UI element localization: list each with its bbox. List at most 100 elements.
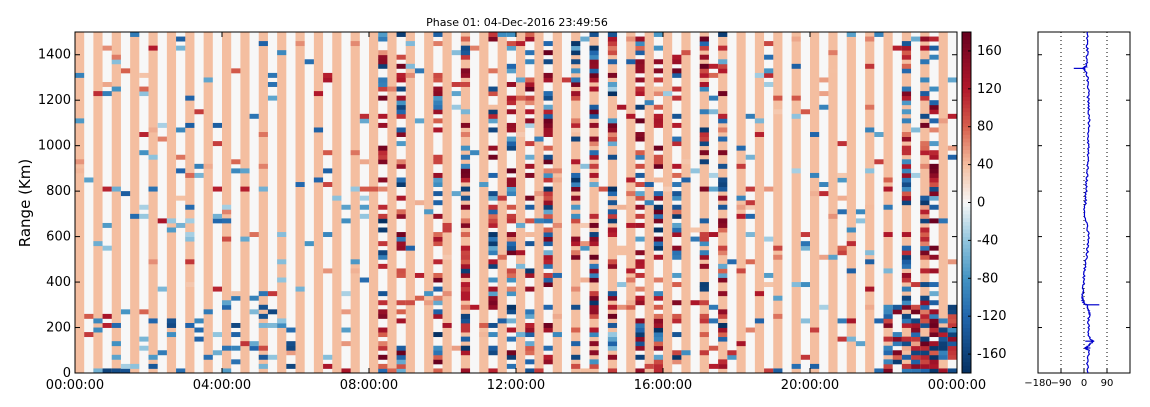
heatmap-cell (699, 136, 710, 142)
heatmap-cell (506, 327, 517, 333)
heatmap-cell (120, 363, 131, 369)
heatmap-cell (231, 291, 241, 297)
heatmap-cell (635, 322, 646, 328)
heatmap-cell (176, 368, 186, 374)
heatmap-cell (433, 259, 443, 265)
heatmap-cell (607, 191, 618, 197)
heatmap-cell (764, 186, 774, 192)
heatmap-cell (378, 341, 388, 347)
heatmap-cell (653, 345, 664, 351)
heatmap-cell (800, 318, 811, 324)
heatmap-cell (552, 332, 563, 338)
heatmap-cell (626, 268, 636, 274)
heatmap-cell (672, 59, 682, 65)
heatmap-cell (718, 45, 728, 51)
heatmap-cell (846, 241, 857, 247)
heatmap-cell (148, 154, 159, 160)
heatmap-cell (488, 172, 499, 178)
colorbar-segment (962, 266, 971, 272)
heatmap-cell (433, 72, 443, 78)
heatmap-cell (212, 332, 223, 338)
heatmap-cell (506, 309, 517, 315)
heatmap-cell (672, 113, 682, 119)
heatmap-cell (460, 291, 471, 297)
heatmap-cell (396, 345, 407, 351)
heatmap-cell (589, 113, 600, 119)
heatmap-cell (736, 204, 747, 210)
heatmap-cell (911, 327, 921, 333)
heatmap-column (231, 32, 241, 373)
heatmap-cell (589, 272, 600, 278)
heatmap-cell (819, 304, 829, 310)
heatmap-cell (819, 254, 829, 260)
heatmap-cell (139, 91, 149, 97)
heatmap-cell (460, 82, 471, 87)
y-axis-label: Range (Km) (16, 159, 34, 247)
heatmap-cell (580, 241, 590, 247)
heatmap-column (589, 32, 600, 373)
heatmap-cell (148, 363, 159, 369)
heatmap-column (764, 32, 774, 373)
heatmap-cell (506, 268, 517, 274)
heatmap-cell (543, 104, 554, 110)
heatmap-cell (883, 204, 894, 210)
heatmap-cell (111, 54, 122, 60)
heatmap-cell (607, 213, 618, 219)
heatmap-column (773, 32, 783, 373)
heatmap-cell (396, 359, 407, 365)
heatmap-cell (920, 213, 930, 219)
heatmap-cell (378, 177, 388, 183)
heatmap-cell (470, 45, 480, 51)
heatmap-cell (396, 350, 407, 356)
heatmap-cell (130, 363, 140, 369)
heatmap-cell (571, 118, 581, 124)
heatmap-cell (589, 141, 600, 147)
heatmap-cell (883, 304, 894, 310)
heatmap-cell (460, 232, 471, 237)
heatmap-cell (901, 259, 912, 265)
heatmap-cell (543, 209, 554, 215)
heatmap-cell (543, 259, 554, 265)
heatmap-cell (635, 272, 646, 278)
heatmap-cell (396, 63, 407, 69)
heatmap-column (690, 32, 701, 373)
heatmap-cell (580, 368, 590, 374)
heatmap-cell (148, 127, 159, 133)
heatmap-cell (488, 113, 499, 119)
heatmap-cell (901, 145, 912, 151)
heatmap-cell (433, 359, 443, 365)
colorbar-tick-label: -120 (977, 309, 1007, 324)
heatmap-cell (102, 186, 113, 192)
heatmap-cell (920, 77, 930, 83)
heatmap-cell (479, 332, 489, 338)
heatmap-cell (929, 309, 940, 315)
heatmap-cell (672, 250, 682, 256)
heatmap-cell (607, 336, 618, 342)
heatmap-cell (543, 50, 554, 56)
heatmap-cell (855, 218, 866, 224)
heatmap-cell (653, 363, 664, 369)
heatmap-cell (212, 213, 223, 219)
heatmap-cell (543, 254, 554, 260)
heatmap-cell (828, 213, 838, 219)
heatmap-cell (359, 204, 370, 210)
heatmap-column (635, 32, 646, 373)
heatmap-cell (396, 95, 407, 101)
chart-title: Phase 01: 04-Dec-2016 23:49:56 (426, 16, 608, 29)
heatmap-cell (102, 368, 113, 374)
heatmap-cell (690, 300, 701, 306)
heatmap-cell (571, 82, 581, 87)
heatmap-cell (653, 122, 664, 128)
heatmap-cell (460, 68, 471, 74)
heatmap-column (911, 32, 921, 373)
heatmap-cell (488, 195, 499, 201)
heatmap-cell (773, 245, 783, 251)
heatmap-cell (414, 272, 425, 278)
heatmap-cell (433, 159, 443, 165)
heatmap-cell (506, 191, 517, 197)
heatmap-cell (580, 245, 590, 251)
heatmap-cell (378, 159, 388, 165)
heatmap-cell (111, 86, 122, 92)
heatmap-cell (635, 259, 646, 265)
heatmap-cell (901, 200, 912, 206)
